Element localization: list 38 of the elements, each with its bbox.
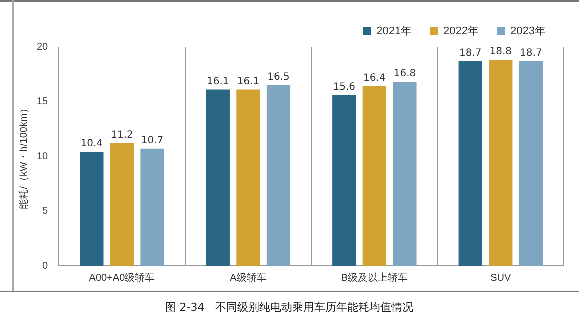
y-tick-label: 15: [37, 96, 49, 108]
bar: [206, 90, 230, 266]
x-tick-label: SUV: [490, 272, 512, 284]
bar: [362, 86, 386, 266]
legend-label: 2023年: [510, 26, 546, 38]
bar: [266, 85, 291, 266]
y-tick-label: 20: [37, 42, 49, 53]
x-tick-label: A00+A0级轿车: [89, 272, 156, 284]
text: 图 2-34 不同级别纯电动乘用车历年能耗均值情况: [164, 300, 415, 315]
x-tick-label: B级及以上轿车: [341, 272, 408, 284]
data-label: 10.7: [141, 135, 164, 146]
data-label: 18.7: [459, 48, 482, 59]
data-label: 16.1: [237, 76, 260, 88]
bar: [489, 60, 513, 266]
bar: [458, 61, 482, 266]
data-label: 18.7: [520, 48, 542, 59]
bar: [393, 82, 417, 266]
y-axis-title: 能耗/（kW・h/100km）: [18, 104, 30, 210]
bar: [80, 152, 104, 266]
bar: [236, 90, 260, 266]
data-label: 18.8: [490, 46, 512, 58]
y-tick-label: 0: [42, 260, 49, 272]
bar: [140, 148, 164, 266]
data-label: 11.2: [111, 130, 134, 141]
x-tick-label: A级轿车: [230, 272, 267, 284]
data-label: 16.8: [394, 68, 416, 80]
legend-label: 2021年: [376, 26, 412, 38]
legend-label: 2022年: [444, 26, 480, 38]
data-label: 16.5: [268, 72, 290, 83]
data-label: 16.4: [364, 73, 386, 84]
bar: [519, 61, 543, 266]
y-tick-label: 10: [37, 151, 49, 162]
bar: [332, 95, 356, 266]
data-label: 15.6: [333, 82, 356, 93]
y-tick-label: 5: [42, 206, 49, 217]
data-label: 10.4: [80, 138, 104, 150]
bar: [110, 143, 134, 266]
data-label: 16.1: [207, 76, 230, 88]
